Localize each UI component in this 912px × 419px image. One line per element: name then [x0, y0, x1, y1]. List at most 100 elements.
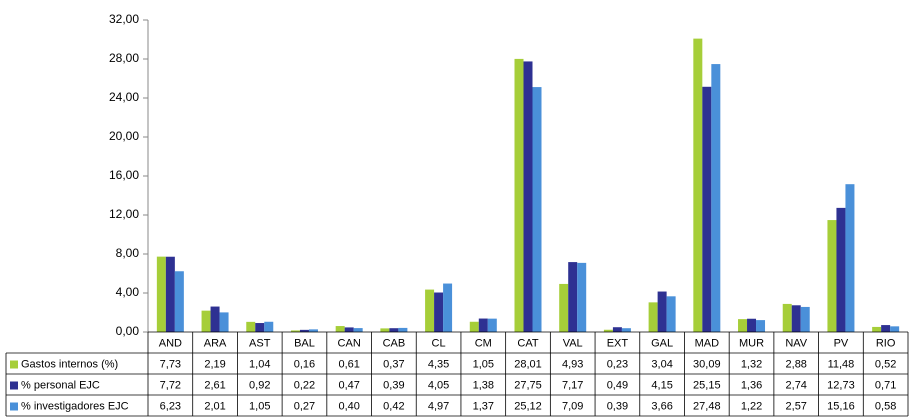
- bar: [666, 296, 676, 332]
- x-tick-label: RIO: [876, 337, 896, 349]
- bar: [264, 321, 274, 332]
- x-tick-label: AND: [159, 337, 182, 349]
- y-tick-label: 28,00: [109, 51, 139, 65]
- x-tick-label: EXT: [607, 337, 629, 349]
- bar: [782, 303, 792, 332]
- bar: [872, 326, 882, 332]
- data-label: 2,57: [786, 400, 807, 412]
- bar: [791, 305, 801, 332]
- data-label: 1,37: [473, 400, 494, 412]
- bar: [836, 207, 846, 332]
- bar: [559, 283, 569, 332]
- bar: [255, 323, 265, 332]
- legend-label: % investigadores EJC: [21, 400, 129, 412]
- bar: [443, 283, 453, 332]
- data-label: 1,38: [473, 379, 494, 391]
- x-tick-label: GAL: [651, 337, 673, 349]
- y-tick-label: 20,00: [109, 129, 139, 143]
- bar: [648, 302, 658, 332]
- data-label: 1,32: [741, 358, 762, 370]
- bar: [219, 312, 229, 332]
- bar: [165, 256, 175, 332]
- bar: [612, 327, 622, 332]
- bar: [389, 328, 399, 332]
- x-tick-label: CAB: [383, 337, 406, 349]
- y-tick-label: 32,00: [109, 12, 139, 26]
- y-tick-label: 24,00: [109, 90, 139, 104]
- data-label: 3,04: [651, 358, 672, 370]
- bar: [344, 327, 354, 332]
- legend-label: Gastos internos (%): [21, 358, 118, 370]
- data-label: 27,75: [514, 379, 542, 391]
- bar: [711, 64, 721, 332]
- data-label: 3,66: [651, 400, 672, 412]
- data-label: 1,05: [249, 400, 270, 412]
- data-label: 0,58: [875, 400, 896, 412]
- data-label: 25,12: [514, 400, 542, 412]
- data-label: 4,35: [428, 358, 449, 370]
- bar: [747, 318, 757, 332]
- data-label: 4,15: [651, 379, 672, 391]
- data-label: 0,22: [294, 379, 315, 391]
- data-label: 2,74: [786, 379, 807, 391]
- bar: [434, 292, 444, 332]
- x-tick-label: BAL: [294, 337, 315, 349]
- bar: [514, 58, 524, 333]
- data-label: 0,39: [383, 379, 404, 391]
- y-tick-label: 16,00: [109, 168, 139, 182]
- bar: [380, 328, 390, 332]
- data-label: 2,88: [786, 358, 807, 370]
- data-label: 28,01: [514, 358, 542, 370]
- data-label: 1,22: [741, 400, 762, 412]
- bar: [603, 329, 613, 332]
- bar: [568, 262, 578, 332]
- bar: [353, 328, 363, 332]
- bar: [800, 306, 810, 332]
- x-tick-label: MUR: [739, 337, 764, 349]
- x-tick-label: CAT: [517, 337, 538, 349]
- bar: [398, 327, 408, 332]
- data-label: 6,23: [160, 400, 181, 412]
- bar: [890, 326, 900, 332]
- bar: [290, 330, 300, 332]
- bar: [335, 326, 345, 332]
- x-tick-label: CL: [432, 337, 446, 349]
- bar: [523, 61, 533, 332]
- bar: [469, 321, 479, 332]
- bar: [693, 38, 703, 333]
- data-label: 4,97: [428, 400, 449, 412]
- data-label: 7,72: [160, 379, 181, 391]
- data-label: 2,19: [204, 358, 225, 370]
- bar: [577, 262, 587, 332]
- bar: [881, 325, 891, 332]
- data-label: 1,05: [473, 358, 494, 370]
- data-label: 30,09: [693, 358, 721, 370]
- data-label: 0,42: [383, 400, 404, 412]
- data-label: 0,52: [875, 358, 896, 370]
- data-label: 0,49: [607, 379, 628, 391]
- x-tick-label: AST: [249, 337, 271, 349]
- bar: [702, 86, 712, 332]
- data-label: 2,01: [204, 400, 225, 412]
- y-tick-label: 12,00: [109, 207, 139, 221]
- data-label: 0,39: [607, 400, 628, 412]
- data-label: 0,61: [338, 358, 359, 370]
- bar: [657, 291, 667, 332]
- data-label: 12,73: [827, 379, 855, 391]
- x-tick-label: PV: [834, 337, 849, 349]
- x-tick-label: ARA: [204, 337, 227, 349]
- bar: [487, 318, 497, 332]
- bar: [827, 220, 837, 332]
- bar: [201, 310, 211, 332]
- data-label: 4,93: [562, 358, 583, 370]
- data-label: 11,48: [828, 358, 855, 370]
- data-label: 0,92: [249, 379, 270, 391]
- data-label: 7,73: [160, 358, 181, 370]
- bar: [478, 318, 488, 332]
- bar: [308, 329, 318, 332]
- y-tick-label: 4,00: [116, 285, 140, 299]
- data-label: 15,16: [827, 400, 855, 412]
- x-tick-label: VAL: [563, 337, 583, 349]
